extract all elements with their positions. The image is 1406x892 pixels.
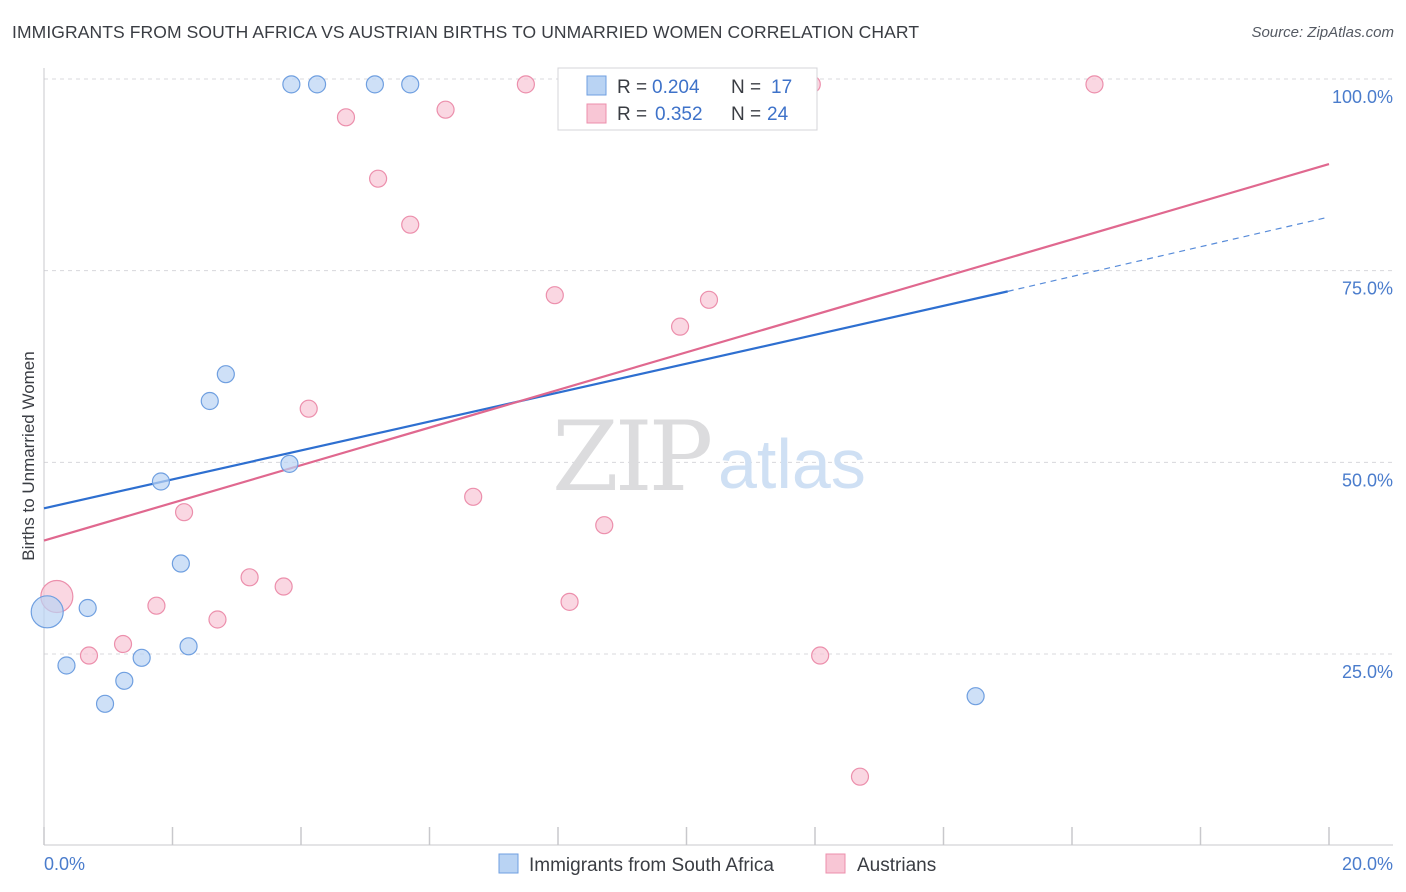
legend-blue-n-value: 17 [771,77,792,98]
point-immigrants-south-africa [132,648,151,667]
legend-swatch-pink [586,103,607,124]
point-immigrants-south-africa [30,595,64,629]
point-immigrants-south-africa [307,75,327,94]
trend-lines [43,163,1330,542]
point-austrians [208,610,227,629]
point-immigrants-south-africa [282,75,301,94]
series-legend: Immigrants from South Africa Austrians [498,853,936,876]
point-austrians [699,290,719,309]
y-axis-label: Births to Unmarried Women [19,351,38,560]
y-tick-label-75: 75.0% [1342,279,1393,299]
series-legend-swatch-blue [498,853,519,874]
series-legend-swatch-pink [825,853,846,874]
point-immigrants-south-africa [115,671,134,690]
point-austrians [174,503,194,522]
point-immigrants-south-africa [151,472,171,491]
point-austrians [850,767,870,786]
point-immigrants-south-africa [216,365,235,384]
point-immigrants-south-africa [171,554,190,573]
point-austrians [595,516,614,535]
point-immigrants-south-africa [57,656,76,675]
legend-pink-r-label: R = [617,104,647,125]
trend-line-extension-immigrants-south-africa [1007,216,1330,292]
point-austrians [560,592,579,611]
point-immigrants-south-africa [179,637,198,656]
data-points [30,75,1104,786]
point-austrians [811,646,830,665]
watermark: ZIP atlas [552,401,866,513]
point-immigrants-south-africa [78,598,97,618]
point-austrians [401,215,420,234]
point-austrians [464,487,483,506]
point-austrians [113,634,133,654]
x-tick-label-min: 0.0% [44,854,85,874]
point-austrians [670,317,690,336]
point-immigrants-south-africa [401,75,420,94]
chart-title: IMMIGRANTS FROM SOUTH AFRICA VS AUSTRIAN… [12,22,920,42]
source-label: Source: ZipAtlas.com [1251,24,1394,41]
gridlines [44,78,1393,655]
point-austrians [436,100,455,119]
series-legend-label-pink: Austrians [857,855,936,876]
y-tick-label-50: 50.0% [1342,470,1393,490]
point-austrians [545,286,564,305]
series-legend-label-blue: Immigrants from South Africa [529,855,774,876]
legend-pink-n-value: 24 [767,104,789,125]
point-austrians [369,169,388,188]
legend-pink-r-value: 0.352 [655,104,703,125]
y-tick-label-25: 25.0% [1342,662,1393,682]
legend-pink-n-label: N = [731,104,761,125]
y-tick-labels: 25.0% 50.0% 75.0% 100.0% [1332,87,1393,682]
point-austrians [79,646,99,665]
x-tick-label-max: 20.0% [1342,854,1393,874]
legend-blue-r-value: 0.204 [652,77,700,98]
point-immigrants-south-africa [200,391,219,411]
point-austrians [299,399,318,418]
watermark-zip: ZIP [552,401,711,513]
point-austrians [336,108,356,127]
legend-blue-n-label: N = [731,77,761,98]
point-austrians [274,577,293,596]
y-tick-label-100: 100.0% [1332,87,1393,107]
watermark-atlas: atlas [718,425,866,503]
legend-swatch-blue [586,75,607,96]
point-austrians [1085,75,1104,94]
point-austrians [240,568,259,587]
point-immigrants-south-africa [95,694,115,713]
axes [43,68,1393,846]
point-immigrants-south-africa [365,75,384,94]
point-austrians [147,596,166,615]
point-immigrants-south-africa [280,454,299,473]
trend-line-austrians [43,163,1330,542]
point-austrians [516,75,535,94]
legend-blue-r-label: R = [617,77,647,98]
correlation-legend: R = 0.204 N = 17 R = 0.352 N = 24 [557,67,818,131]
point-immigrants-south-africa [966,687,985,706]
